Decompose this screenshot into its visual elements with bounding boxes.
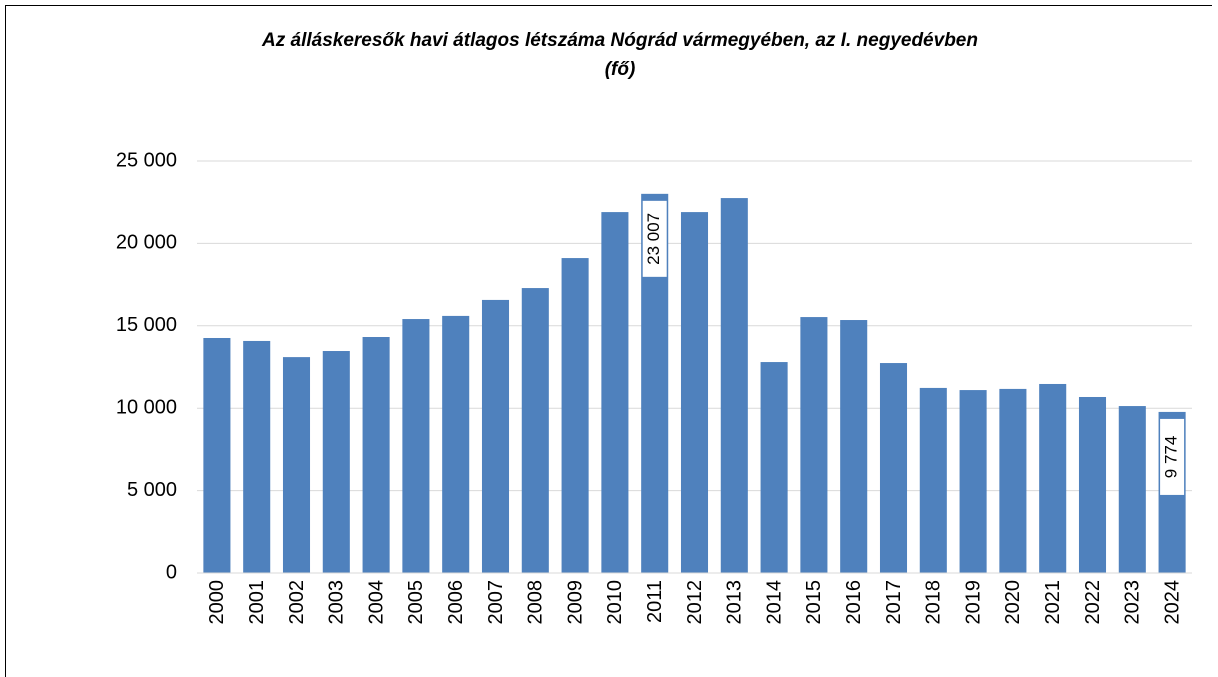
bar [442, 315, 470, 573]
bar [243, 340, 271, 573]
x-tick-label: 2007 [485, 580, 507, 625]
y-tick-label: 25 000 [116, 149, 177, 171]
y-tick-label: 20 000 [116, 232, 177, 254]
chart-title: Az álláskeresők havi átlagos létszáma Nó… [261, 30, 978, 51]
bar [203, 337, 231, 573]
bar [919, 387, 947, 573]
bar [282, 357, 311, 573]
bar [481, 299, 510, 573]
data-label-box [642, 200, 667, 277]
x-tick-label: 2011 [644, 580, 666, 623]
x-tick-label: 2000 [206, 580, 228, 625]
x-tick-label: 2003 [326, 580, 348, 625]
x-tick-label: 2004 [365, 580, 387, 625]
x-tick-label: 2010 [604, 580, 626, 625]
bar [1118, 406, 1146, 573]
frame [5, 5, 1212, 677]
y-tick-label: 10 000 [116, 396, 177, 418]
x-tick-label: 2022 [1082, 580, 1104, 625]
x-tick-label: 2016 [843, 580, 865, 625]
bar [720, 198, 748, 573]
bar [402, 319, 430, 573]
x-tick-label: 2015 [803, 580, 825, 625]
y-tick-label: 15 000 [116, 314, 177, 336]
bar [322, 351, 350, 573]
chart-subtitle: (fő) [605, 59, 636, 80]
x-tick-label: 2024 [1161, 580, 1183, 625]
bar [1039, 383, 1067, 573]
x-tick-label: 2021 [1042, 580, 1064, 625]
x-tick-label: 2013 [724, 580, 746, 625]
bar [840, 320, 868, 573]
bar [760, 362, 788, 573]
bar [362, 337, 390, 573]
x-tick-label: 2005 [405, 580, 427, 625]
data-label: 23 007 [644, 213, 663, 265]
bar [680, 212, 709, 573]
x-tick-label: 2020 [1002, 580, 1024, 625]
y-tick-label: 5 000 [127, 479, 177, 501]
x-tick-label: 2019 [962, 580, 984, 625]
bar [561, 258, 589, 573]
x-tick-label: 2009 [564, 580, 586, 625]
x-tick-label: 2018 [923, 580, 945, 625]
x-tick-label: 2014 [763, 580, 785, 625]
bar [521, 288, 549, 573]
y-tick-label: 0 [166, 561, 177, 583]
bar [601, 212, 629, 573]
bar [879, 363, 908, 573]
bar [1078, 396, 1107, 573]
bar [800, 317, 828, 573]
x-tick-label: 2008 [525, 580, 547, 625]
bar [959, 390, 987, 573]
x-tick-label: 2002 [286, 580, 308, 625]
data-label-box [1160, 418, 1185, 495]
bar [999, 388, 1027, 573]
x-tick-label: 2023 [1122, 580, 1144, 625]
x-tick-label: 2012 [684, 580, 706, 625]
x-tick-label: 2017 [883, 580, 905, 625]
x-tick-label: 2001 [246, 580, 268, 625]
x-tick-label: 2006 [445, 580, 467, 625]
data-label: 9 774 [1162, 436, 1181, 479]
